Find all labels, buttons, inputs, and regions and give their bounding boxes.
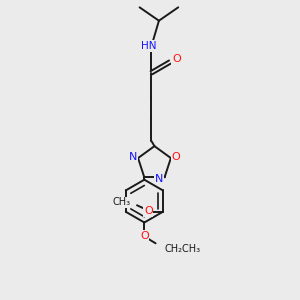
Text: HN: HN [141, 41, 157, 51]
Text: N: N [129, 152, 137, 162]
Text: O: O [140, 231, 149, 241]
Text: CH₂CH₃: CH₂CH₃ [164, 244, 201, 254]
Text: O: O [172, 152, 181, 162]
Text: O: O [172, 54, 181, 64]
Text: CH₃: CH₃ [112, 197, 130, 207]
Text: N: N [155, 173, 164, 184]
Text: O: O [144, 206, 153, 216]
